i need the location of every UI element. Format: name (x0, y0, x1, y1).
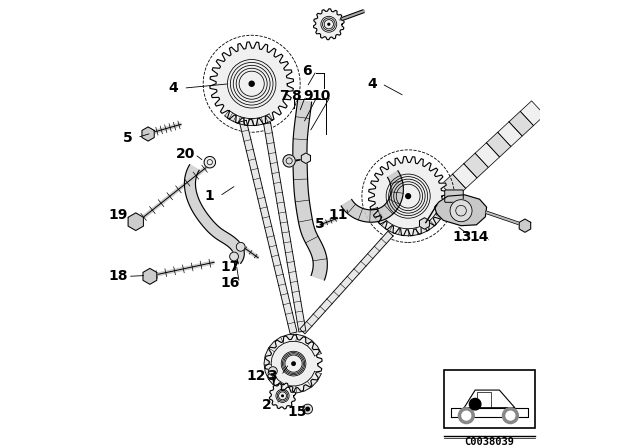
Circle shape (204, 156, 216, 168)
Polygon shape (301, 153, 310, 164)
Polygon shape (452, 164, 477, 188)
Text: 19: 19 (108, 208, 128, 222)
Polygon shape (369, 156, 448, 236)
Polygon shape (128, 213, 143, 231)
Text: 10: 10 (311, 89, 331, 103)
Text: 20: 20 (175, 147, 195, 161)
Polygon shape (419, 218, 429, 229)
Circle shape (303, 404, 312, 414)
Text: 4: 4 (169, 81, 179, 95)
Polygon shape (464, 390, 515, 408)
Circle shape (292, 362, 295, 366)
Polygon shape (184, 165, 244, 263)
Circle shape (502, 408, 518, 423)
Text: 9: 9 (303, 89, 312, 103)
FancyBboxPatch shape (445, 190, 463, 202)
Polygon shape (264, 334, 321, 393)
Text: 7: 7 (279, 89, 289, 103)
Polygon shape (143, 268, 157, 284)
Circle shape (450, 200, 472, 222)
Polygon shape (269, 383, 296, 409)
Circle shape (249, 81, 254, 86)
Circle shape (469, 398, 481, 410)
Text: 3: 3 (267, 369, 276, 383)
Text: 17: 17 (220, 260, 239, 274)
Polygon shape (225, 110, 273, 125)
Polygon shape (464, 153, 488, 178)
Polygon shape (486, 132, 511, 157)
Text: 1: 1 (205, 189, 214, 203)
Text: 6: 6 (302, 64, 312, 78)
Circle shape (406, 194, 410, 198)
Text: 15: 15 (287, 405, 307, 419)
Polygon shape (265, 335, 322, 392)
Polygon shape (451, 408, 528, 417)
Circle shape (282, 395, 284, 396)
Circle shape (230, 252, 239, 261)
Text: 12: 12 (247, 369, 266, 383)
Polygon shape (239, 121, 297, 334)
Polygon shape (300, 231, 393, 334)
Circle shape (462, 411, 471, 420)
Text: 2: 2 (262, 398, 272, 412)
Polygon shape (435, 195, 486, 226)
Text: 13: 13 (452, 230, 472, 244)
Polygon shape (264, 123, 306, 332)
Polygon shape (210, 42, 294, 125)
Circle shape (458, 408, 474, 423)
Polygon shape (519, 219, 531, 232)
Text: 8: 8 (291, 89, 301, 103)
Text: 5: 5 (315, 217, 325, 231)
Circle shape (268, 367, 277, 375)
Polygon shape (142, 127, 154, 141)
Text: 14: 14 (470, 230, 490, 244)
Polygon shape (498, 122, 522, 146)
Text: 16: 16 (220, 276, 239, 290)
Circle shape (506, 411, 515, 420)
Polygon shape (509, 112, 534, 136)
Polygon shape (441, 174, 466, 199)
Polygon shape (475, 143, 500, 168)
Circle shape (328, 23, 330, 25)
Text: 18: 18 (108, 269, 128, 283)
Polygon shape (314, 9, 344, 40)
Polygon shape (341, 171, 403, 222)
Text: 4: 4 (367, 77, 377, 91)
Text: C0038039: C0038039 (465, 437, 515, 447)
Circle shape (306, 407, 309, 411)
Circle shape (236, 242, 245, 251)
Polygon shape (293, 101, 327, 280)
Polygon shape (520, 101, 545, 125)
Text: 11: 11 (329, 208, 348, 222)
Text: 5: 5 (122, 130, 132, 145)
Circle shape (283, 155, 295, 167)
Bar (444, 370, 534, 427)
Polygon shape (371, 207, 445, 236)
